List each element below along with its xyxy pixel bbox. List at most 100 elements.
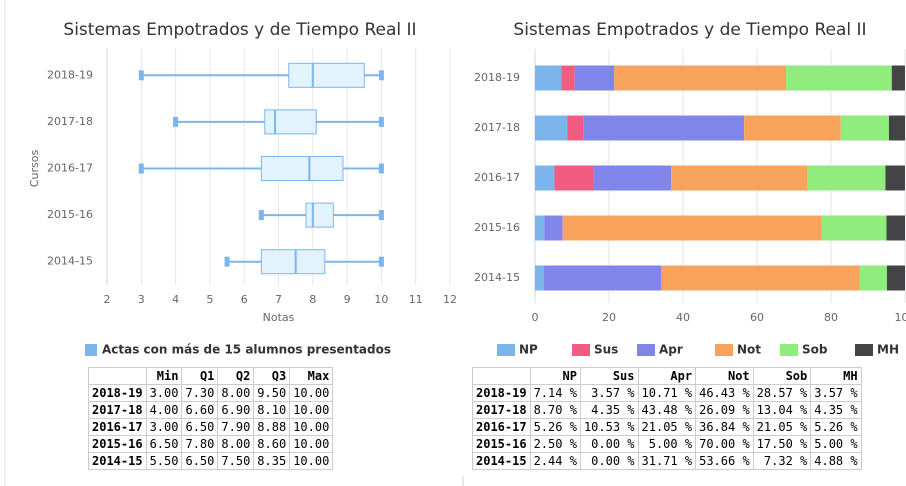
table-cell: 8.35 [253,452,291,470]
table-cell: 31.71 % [637,452,697,470]
table-cell: 3.57 % [579,384,639,402]
x-tick-label: 4 [172,293,179,306]
table-row: 2015-16 6.50 7.80 8.00 8.60 10.00 [88,435,334,453]
x-tick-label: 60 [750,311,764,324]
bar-segment [840,115,889,141]
table-cell: 6.90 [217,401,255,419]
table-cell: 5.50 [145,452,183,470]
legend-swatch [85,344,97,356]
bar-segment [544,265,662,291]
table-cell: 7.80 [181,435,219,453]
bar-segment [859,265,887,291]
table-cell: 7.30 [181,384,219,402]
table-cell: 10.00 [289,418,334,436]
table-cell: 7.14 % [529,384,581,402]
bar-segment [593,165,672,191]
table-row: 2018-19 3.00 7.30 8.00 9.50 10.00 [88,384,334,402]
y-tick-label: 2016-17 [47,162,93,175]
x-tick-label: 80 [824,311,838,324]
bar-segment [535,215,545,241]
bar-segment [888,115,906,141]
header-cell: Q2 [217,367,255,385]
table-cell: 10.00 [289,384,334,402]
y-axis-label: Cursos [28,150,41,188]
y-tick-label: 2016-17 [474,171,520,184]
row-label: 2018-19 [472,384,531,402]
bar-segment [744,115,841,141]
table-cell: 8.10 [253,401,291,419]
table-cell: 4.88 % [810,452,862,470]
row-label: 2016-17 [472,418,531,436]
table-cell: 36.84 % [695,418,754,436]
row-label: 2014-15 [88,452,147,470]
x-tick-label: 3 [138,293,145,306]
table-cell: 6.50 [145,435,183,453]
x-tick-label: 12 [443,293,457,306]
table-row: 2016-17 5.26 % 10.53 % 21.05 % 36.84 % 21.05 … [472,418,862,436]
row-label: 2015-16 [88,435,147,453]
x-tick-label: 0 [532,311,539,324]
table-cell: 17.50 % [752,435,812,453]
x-axis-label: Notas [263,311,295,324]
table-cell: 0.00 % [579,435,639,453]
data-table: NP Sus Apr Not Sob MH 2018-19 7.14 % 3.57 % 10.71… [472,367,862,470]
bar-segment [885,165,905,191]
table-cell: 8.88 [253,418,291,436]
header-row: Min Q1 Q2 Q3 Max [88,367,334,385]
bar-segment [535,115,568,141]
x-tick-label: 7 [275,293,282,306]
row-label: 2015-16 [472,435,531,453]
table-cell: 2.50 % [529,435,581,453]
bar-segment [886,215,905,241]
corner-cell [472,367,531,385]
x-tick-label: 5 [206,293,213,306]
box [264,109,317,135]
table-cell: 43.48 % [637,401,697,419]
legend-swatch [637,344,655,356]
whisker-cap [173,116,179,127]
legend-label: Sus [594,343,618,357]
table-cell: 6.60 [181,401,219,419]
legend-label: Apr [659,343,683,357]
row-label: 2017-18 [472,401,531,419]
row-label: 2018-19 [88,384,147,402]
whisker-cap [258,210,264,221]
table-cell: 4.00 [145,401,183,419]
y-tick-label: 2015-16 [474,221,520,234]
table-cell: 10.00 [289,401,334,419]
x-tick-label: 40 [676,311,690,324]
x-tick-label: 9 [344,293,351,306]
whisker-cap [378,256,384,267]
box [260,156,344,181]
table-cell: 7.90 [217,418,255,436]
table-row: 2016-17 3.00 6.50 7.90 8.88 10.00 [88,418,334,436]
whisker-cap [378,163,384,174]
table-cell: 10.00 [289,435,334,453]
x-tick-label: 100 [895,311,906,324]
corner-cell [88,367,147,385]
header-cell: Q1 [181,367,219,385]
legend-swatch [497,344,515,356]
x-tick-label: 11 [409,293,423,306]
chart-title: Sistemas Empotrados y de Tiempo Real II [513,20,866,40]
table-row: 2017-18 4.00 6.60 6.90 8.10 10.00 [88,401,334,419]
y-tick-label: 2015-16 [47,208,93,221]
y-tick-label: 2018-19 [474,71,520,84]
bar-segment [614,65,787,91]
legend-swatch [572,344,590,356]
table-cell: 13.04 % [752,401,812,419]
x-tick-label: 10 [374,293,388,306]
bar-segment [807,165,886,191]
bar-segment [535,65,562,91]
bar-segment [567,115,584,141]
box [305,202,334,228]
bar-segment [535,265,545,291]
x-tick-label: 6 [241,293,248,306]
table-cell: 10.71 % [637,384,697,402]
bar-segment [583,115,745,141]
table-cell: 3.00 [145,384,183,402]
legend-swatch [780,344,798,356]
legend-label: Sob [802,343,828,357]
